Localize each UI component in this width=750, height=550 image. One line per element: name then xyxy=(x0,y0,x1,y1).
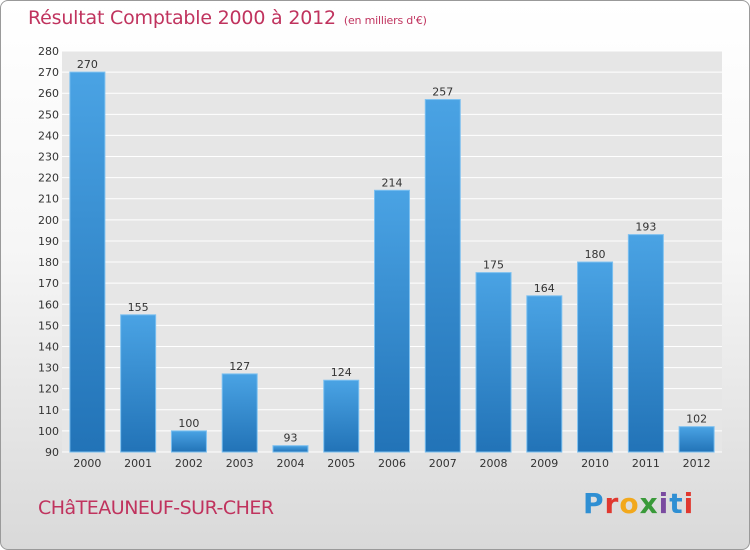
bar xyxy=(577,261,614,453)
bar xyxy=(627,234,664,453)
y-tick-label: 140 xyxy=(38,340,59,353)
data-label: 257 xyxy=(432,86,453,99)
logo-letter: x xyxy=(639,487,659,520)
y-tick-label: 260 xyxy=(38,87,59,100)
x-tick-label: 2002 xyxy=(175,457,203,470)
x-axis-labels: 2000 2001 2002 2003 2004 2005 2006 2007 2008 2009… xyxy=(73,457,710,470)
logo-letter: r xyxy=(604,487,620,520)
y-tick-label: 270 xyxy=(38,66,59,79)
data-label: 270 xyxy=(77,58,98,71)
bar xyxy=(272,445,309,453)
x-tick-label: 2001 xyxy=(124,457,152,470)
data-label: 164 xyxy=(534,282,555,295)
chart-title: Résultat Comptable 2000 à 2012 (en millie… xyxy=(28,7,427,29)
y-tick-label: 250 xyxy=(38,108,59,121)
y-tick-label: 150 xyxy=(38,319,59,332)
x-tick-label: 2009 xyxy=(530,457,558,470)
logo-letter: i xyxy=(683,487,695,520)
bar xyxy=(475,272,512,453)
x-tick-label: 2010 xyxy=(581,457,609,470)
x-tick-label: 2004 xyxy=(276,457,304,470)
y-tick-label: 100 xyxy=(38,425,59,438)
x-tick-label: 2012 xyxy=(683,457,711,470)
commune-name: CHâTEAUNEUF-SUR-CHER xyxy=(38,497,274,519)
y-axis-labels: 90 100 110 120 130 140 150 160 170 180 190 200 210 22… xyxy=(38,45,59,459)
x-tick-label: 2000 xyxy=(73,457,101,470)
y-tick-label: 280 xyxy=(38,45,59,58)
x-tick-label: 2005 xyxy=(327,457,355,470)
data-label: 127 xyxy=(229,360,250,373)
data-label: 175 xyxy=(483,259,504,272)
data-label: 214 xyxy=(382,176,403,189)
y-tick-label: 240 xyxy=(38,129,59,142)
x-tick-label: 2007 xyxy=(429,457,457,470)
data-label: 155 xyxy=(128,301,149,314)
bar xyxy=(170,430,207,453)
data-label: 180 xyxy=(585,248,606,261)
y-tick-label: 230 xyxy=(38,151,59,164)
data-label: 102 xyxy=(686,413,707,426)
y-tick-label: 210 xyxy=(38,193,59,206)
y-tick-label: 160 xyxy=(38,298,59,311)
chart-title-text: Résultat Comptable 2000 à 2012 xyxy=(28,7,336,29)
bar xyxy=(323,379,360,453)
data-label: 193 xyxy=(635,221,656,234)
y-tick-label: 120 xyxy=(38,383,59,396)
logo-letter: t xyxy=(669,487,684,520)
bars: 270 155 100 127 93 124 214 257 175 164 180 193 102 xyxy=(69,58,715,453)
y-tick-label: 220 xyxy=(38,172,59,185)
chart-subtitle: (en milliers d'€) xyxy=(343,14,427,27)
y-tick-label: 190 xyxy=(38,235,59,248)
x-tick-label: 2011 xyxy=(632,457,660,470)
logo-letter: i xyxy=(658,487,670,520)
x-tick-label: 2006 xyxy=(378,457,406,470)
data-label: 124 xyxy=(331,366,352,379)
y-tick-label: 180 xyxy=(38,256,59,269)
x-tick-label: 2003 xyxy=(226,457,254,470)
proxiti-logo: Proxiti xyxy=(583,487,694,520)
bar xyxy=(678,426,715,453)
y-tick-label: 130 xyxy=(38,362,59,375)
x-tick-label: 2008 xyxy=(480,457,508,470)
bar xyxy=(69,71,106,453)
data-label: 93 xyxy=(283,432,297,445)
logo-letter: o xyxy=(619,487,640,520)
y-tick-label: 90 xyxy=(45,446,59,459)
bar xyxy=(424,99,461,453)
bar xyxy=(120,314,157,453)
data-label: 100 xyxy=(178,417,199,430)
bar xyxy=(374,189,410,453)
bar xyxy=(221,373,258,453)
y-tick-label: 200 xyxy=(38,214,59,227)
y-tick-label: 170 xyxy=(38,277,59,290)
y-tick-label: 110 xyxy=(38,404,59,417)
bar xyxy=(526,295,563,453)
logo-letter: P xyxy=(583,487,605,520)
